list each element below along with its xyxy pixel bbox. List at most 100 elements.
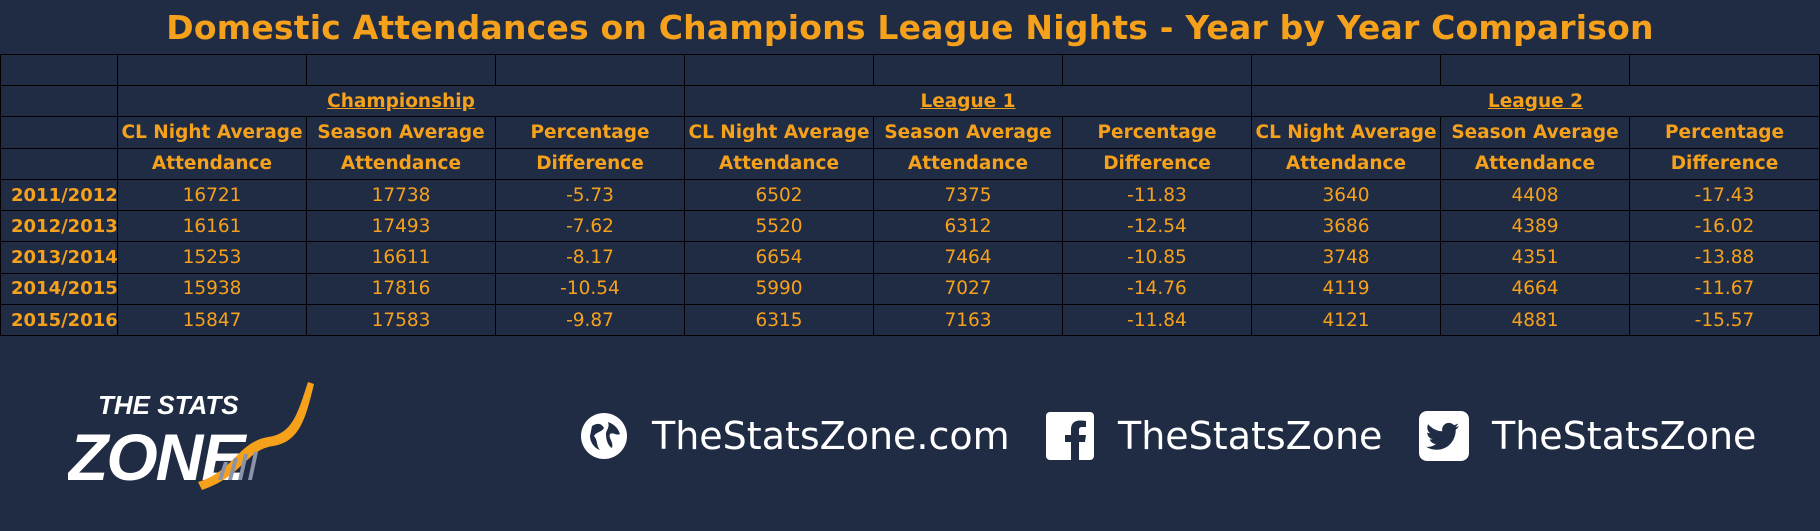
column-header: Attendance: [306, 147, 496, 180]
table-cell: -17.43: [1629, 178, 1820, 212]
globe-icon: [578, 410, 630, 462]
season-label: 2012/2013: [0, 210, 118, 243]
attendance-table: Championship League 1 League 2 CL Night …: [0, 54, 1820, 337]
table-cell: 4881: [1440, 304, 1630, 337]
empty-cell: [0, 84, 118, 118]
the-stats-zone-logo: THE STATS ZONE: [68, 382, 314, 494]
column-header: Difference: [495, 147, 685, 180]
table-row-blank: [0, 54, 1820, 86]
column-header: Difference: [1629, 147, 1820, 180]
table-cell: 6315: [684, 304, 874, 337]
table-cell: -16.02: [1629, 210, 1820, 243]
empty-cell: [117, 54, 307, 86]
column-header: Season Average: [1440, 116, 1630, 149]
table-cell: -8.17: [495, 241, 685, 274]
empty-cell: [1062, 54, 1252, 86]
empty-cell: [0, 116, 118, 149]
table-cell: -11.67: [1629, 272, 1820, 306]
column-header: Percentage: [1629, 116, 1820, 149]
table-cell: 3640: [1251, 178, 1441, 212]
season-label: 2011/2012: [0, 178, 118, 212]
season-label: 2015/2016: [0, 304, 118, 337]
twitter-link[interactable]: TheStatsZone: [1418, 408, 1756, 464]
logo-stripes: [218, 452, 258, 480]
table-cell: -11.84: [1062, 304, 1252, 337]
table-cell: -12.54: [1062, 210, 1252, 243]
table-cell: 4119: [1251, 272, 1441, 306]
column-header: Attendance: [117, 147, 307, 180]
table-cell: 16611: [306, 241, 496, 274]
empty-cell: [0, 147, 118, 180]
twitter-icon: [1418, 410, 1470, 462]
facebook-icon: [1044, 410, 1096, 462]
logo-swoosh: [198, 382, 314, 490]
table-row: 2011/2012 16721 17738 -5.73 6502 7375 -11.83 36…: [0, 178, 1820, 212]
table-cell: -10.85: [1062, 241, 1252, 274]
empty-cell: [873, 54, 1063, 86]
empty-cell: [1629, 54, 1820, 86]
table-cell: 16721: [117, 178, 307, 212]
empty-cell: [306, 54, 496, 86]
table-cell: -10.54: [495, 272, 685, 306]
table-cell: 16161: [117, 210, 307, 243]
column-header: CL Night Average: [1251, 116, 1441, 149]
table-cell: 4121: [1251, 304, 1441, 337]
table-body: 2011/2012 16721 17738 -5.73 6502 7375 -11.83 36…: [0, 178, 1820, 337]
table-subheader-row-2: Attendance Attendance Difference Attenda…: [0, 147, 1820, 180]
empty-cell: [495, 54, 685, 86]
table-cell: 6312: [873, 210, 1063, 243]
table-row: 2013/2014 15253 16611 -8.17 6654 7464 -10.85 37…: [0, 241, 1820, 274]
table-row: 2014/2015 15938 17816 -10.54 5990 7027 -14.76 4…: [0, 272, 1820, 306]
column-header: Attendance: [684, 147, 874, 180]
facebook-text: TheStatsZone: [1118, 414, 1383, 458]
footer: THE STATS ZONE TheStatsZone.com TheSta: [0, 338, 1820, 531]
table-cell: 3748: [1251, 241, 1441, 274]
column-header: Attendance: [1251, 147, 1441, 180]
column-header: Difference: [1062, 147, 1252, 180]
website-text: TheStatsZone.com: [652, 414, 1010, 458]
table-cell: -14.76: [1062, 272, 1252, 306]
empty-cell: [1440, 54, 1630, 86]
table-cell: 6502: [684, 178, 874, 212]
season-label: 2014/2015: [0, 272, 118, 306]
table-cell: 3686: [1251, 210, 1441, 243]
table-cell: 7027: [873, 272, 1063, 306]
table-cell: 17738: [306, 178, 496, 212]
column-header: Season Average: [306, 116, 496, 149]
table-cell: 17583: [306, 304, 496, 337]
table-row: 2015/2016 15847 17583 -9.87 6315 7163 -11.84 41…: [0, 304, 1820, 337]
column-header: Percentage: [495, 116, 685, 149]
logo-line-2: ZONE: [68, 420, 247, 494]
facebook-link[interactable]: TheStatsZone: [1044, 408, 1382, 464]
empty-cell: [0, 54, 118, 86]
empty-cell: [1251, 54, 1441, 86]
table-group-header-row: Championship League 1 League 2: [0, 84, 1820, 118]
table-cell: 4351: [1440, 241, 1630, 274]
logo-line-1: THE STATS: [98, 390, 239, 420]
empty-cell: [684, 54, 874, 86]
table-cell: 5520: [684, 210, 874, 243]
table-cell: 6654: [684, 241, 874, 274]
column-header: CL Night Average: [117, 116, 307, 149]
table-cell: 4664: [1440, 272, 1630, 306]
table-cell: 7464: [873, 241, 1063, 274]
website-link[interactable]: TheStatsZone.com: [578, 408, 1010, 464]
table-cell: 7163: [873, 304, 1063, 337]
column-header: Attendance: [873, 147, 1063, 180]
column-header: Season Average: [873, 116, 1063, 149]
column-header: CL Night Average: [684, 116, 874, 149]
group-header-league-1: League 1: [684, 84, 1252, 118]
table-cell: -11.83: [1062, 178, 1252, 212]
table-row: 2012/2013 16161 17493 -7.62 5520 6312 -12.54 36…: [0, 210, 1820, 243]
season-label: 2013/2014: [0, 241, 118, 274]
column-header: Attendance: [1440, 147, 1630, 180]
table-cell: 15253: [117, 241, 307, 274]
group-header-championship: Championship: [117, 84, 685, 118]
table-cell: 5990: [684, 272, 874, 306]
table-cell: -5.73: [495, 178, 685, 212]
table-cell: 4389: [1440, 210, 1630, 243]
table-cell: 15847: [117, 304, 307, 337]
page-title: Domestic Attendances on Champions League…: [166, 7, 1654, 47]
table-cell: 17816: [306, 272, 496, 306]
table-cell: -9.87: [495, 304, 685, 337]
